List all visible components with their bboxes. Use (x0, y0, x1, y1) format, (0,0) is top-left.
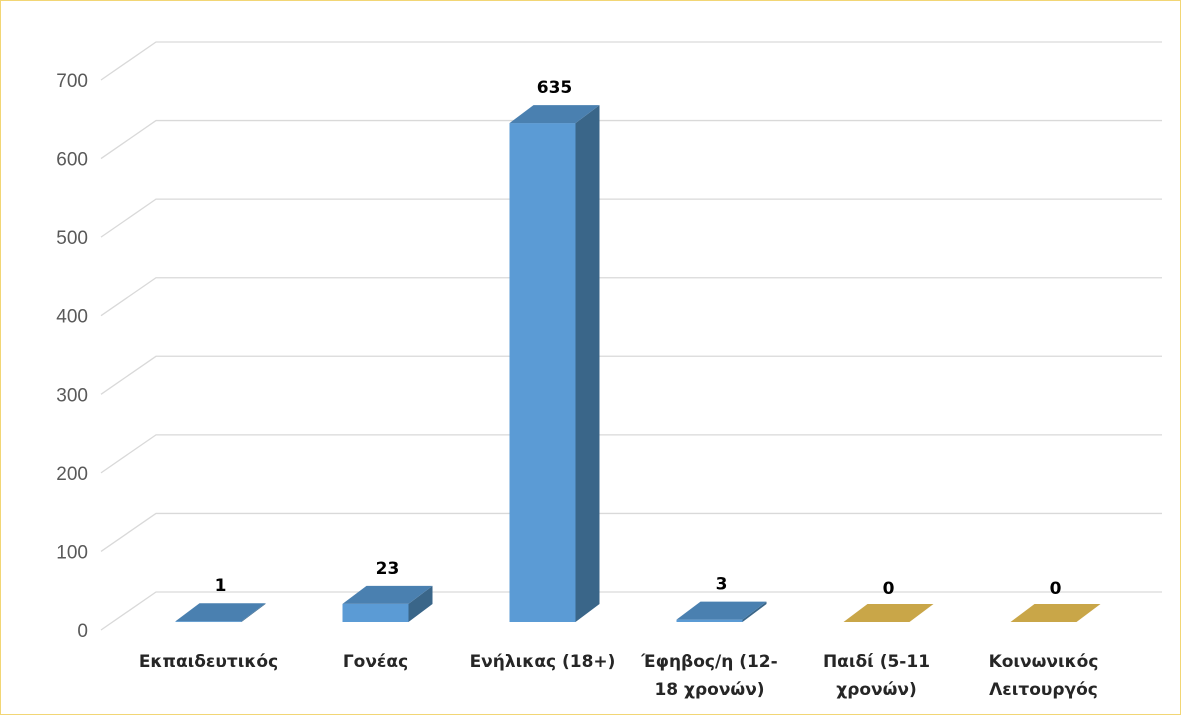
y-tick-label: 300 (56, 385, 88, 406)
gridline (100, 512, 1162, 552)
data-label: 23 (376, 559, 400, 579)
y-tick-label: 600 (56, 150, 88, 171)
gridline (100, 41, 1162, 81)
data-label: 3 (716, 575, 728, 595)
bar-front (509, 123, 576, 623)
bar-side (408, 585, 433, 622)
bar-top (676, 601, 767, 620)
category-label: Εκπαιδευτικός (139, 652, 278, 672)
gridline (100, 591, 1162, 631)
y-tick-label: 700 (56, 71, 88, 92)
bar-top (509, 105, 600, 124)
bar-front (676, 619, 743, 622)
bar-floor (843, 604, 934, 622)
y-tick-label: 0 (77, 621, 88, 642)
bar (342, 585, 433, 622)
bar (676, 601, 767, 622)
gridline (100, 277, 1162, 317)
bar (1010, 604, 1101, 622)
y-tick-label: 200 (56, 464, 88, 485)
y-tick-label: 400 (56, 307, 88, 328)
gridline (100, 355, 1162, 395)
bar (509, 105, 600, 623)
bar-side (575, 105, 600, 623)
y-tick-label: 500 (56, 228, 88, 249)
bar-front (175, 621, 242, 623)
category-label: Κοινωνικός Λειτουργός (989, 652, 1099, 700)
bar (175, 603, 266, 623)
category-label: Παιδί (5-11 χρονών) (823, 652, 930, 700)
bar-floor (1010, 604, 1101, 622)
data-label: 0 (1050, 579, 1062, 599)
bar-side (742, 601, 767, 622)
category-label: Έφηβος/η (12-18 χρονών) (640, 652, 777, 700)
category-label: Γονέας (343, 652, 408, 672)
data-label: 0 (883, 579, 895, 599)
gridline (100, 434, 1162, 474)
data-label: 1 (215, 576, 227, 596)
y-tick-label: 100 (56, 542, 88, 563)
bar-top (342, 585, 433, 604)
data-label: 635 (537, 78, 573, 98)
bar-top (175, 603, 266, 622)
category-label: Ενήλικας (18+) (470, 652, 616, 672)
bar-side (241, 603, 266, 622)
gridline (100, 198, 1162, 238)
gridline (100, 119, 1162, 160)
bar (843, 604, 934, 622)
bar-front (342, 603, 409, 622)
